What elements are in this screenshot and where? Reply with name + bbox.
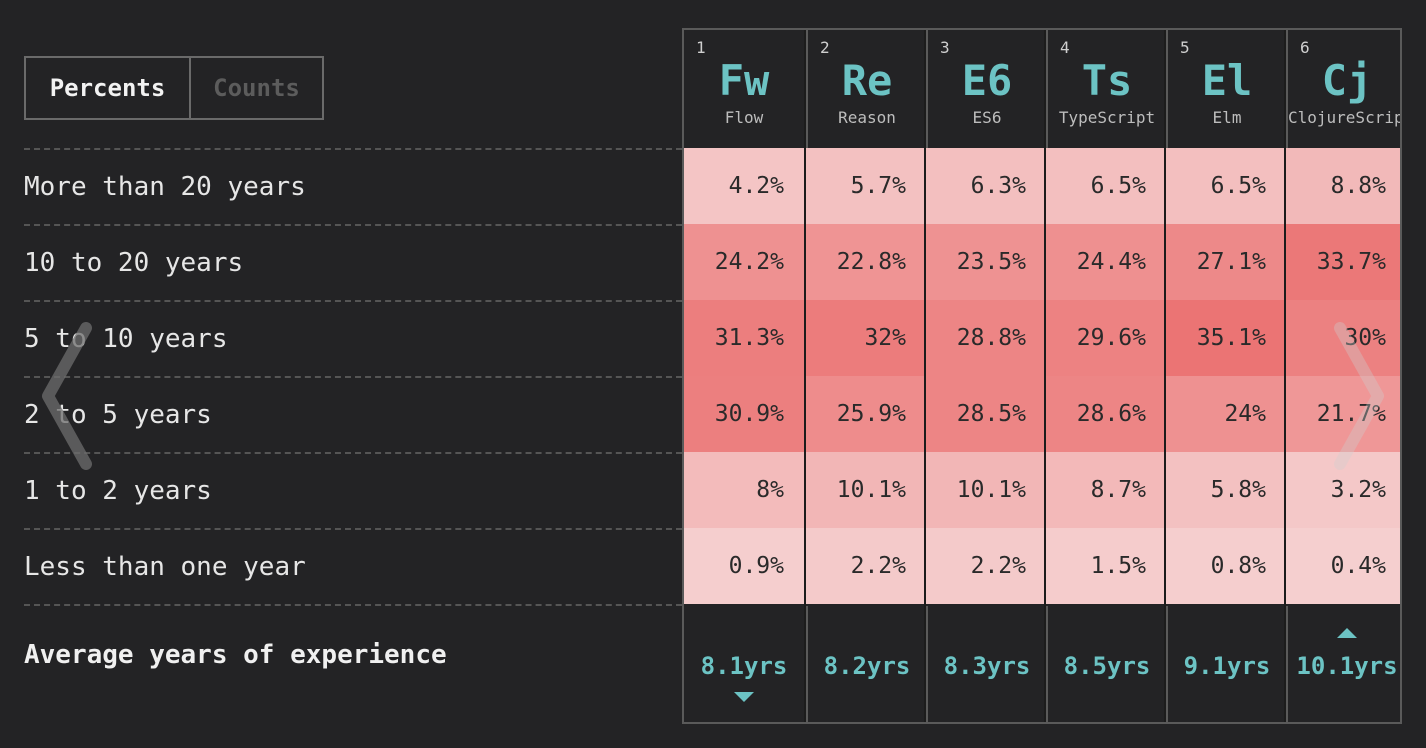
column-abbreviation: Ts xyxy=(1081,56,1133,105)
average-cell: 8.3yrs xyxy=(926,606,1046,722)
column-rank: 4 xyxy=(1060,38,1070,57)
column-clojurescript: 6 Cj ClojureScript 8.8% 33.7% 30% 21.7% 3.2% 0.4… xyxy=(1284,30,1402,722)
average-cell: 8.2yrs xyxy=(806,606,926,722)
heatmap-cell: 30.9% xyxy=(684,376,804,452)
percents-button[interactable]: Percents xyxy=(26,58,191,118)
heatmap-cell: 27.1% xyxy=(1166,224,1286,300)
average-cell: 9.1yrs xyxy=(1166,606,1286,722)
heatmap-cell: 29.6% xyxy=(1046,300,1166,376)
heatmap-cell: 2.2% xyxy=(806,528,926,604)
next-arrow-icon[interactable] xyxy=(1330,322,1390,470)
column-abbreviation: Cj xyxy=(1321,56,1373,105)
column-name: ClojureScript xyxy=(1288,108,1402,127)
heatmap-cell: 23.5% xyxy=(926,224,1046,300)
row-label: 5 to 10 years xyxy=(24,300,682,376)
row-label: 1 to 2 years xyxy=(24,452,682,528)
heatmap-cell: 22.8% xyxy=(806,224,926,300)
sort-up-icon xyxy=(1337,628,1357,638)
heatmap-cell: 28.5% xyxy=(926,376,1046,452)
column-flow: 1 Fw Flow 4.2% 24.2% 31.3% 30.9% 8% 0.9% 8.1yrs xyxy=(684,30,804,722)
column-es6: 3 E6 ES6 6.3% 23.5% 28.8% 28.5% 10.1% 2.2% 8.3yrs xyxy=(924,30,1046,722)
average-value: 10.1yrs xyxy=(1296,652,1398,680)
row-label: More than 20 years xyxy=(24,148,682,224)
column-abbreviation: El xyxy=(1201,56,1253,105)
column-header[interactable]: 5 El Elm xyxy=(1166,30,1286,150)
average-value: 8.1yrs xyxy=(700,652,788,680)
average-value: 9.1yrs xyxy=(1183,652,1271,680)
heatmap-cell: 24.2% xyxy=(684,224,804,300)
row-label: 10 to 20 years xyxy=(24,224,682,300)
heatmap-cell: 21.7% xyxy=(1286,376,1400,452)
row-label: 2 to 5 years xyxy=(24,376,682,452)
heatmap-cell: 3.2% xyxy=(1286,452,1400,528)
heatmap-cell: 4.2% xyxy=(684,148,804,224)
heatmap-cell: 28.8% xyxy=(926,300,1046,376)
average-value: 8.5yrs xyxy=(1063,652,1151,680)
heatmap-cell: 6.5% xyxy=(1166,148,1286,224)
average-cell: 8.1yrs xyxy=(684,606,804,722)
heatmap-cell: 10.1% xyxy=(926,452,1046,528)
heatmap-cell: 0.9% xyxy=(684,528,804,604)
heatmap-cell: 8.7% xyxy=(1046,452,1166,528)
heatmap-cell: 33.7% xyxy=(1286,224,1400,300)
sort-down-icon xyxy=(734,692,754,702)
column-rank: 3 xyxy=(940,38,950,57)
column-header[interactable]: 1 Fw Flow xyxy=(684,30,804,150)
heatmap-cell: 8% xyxy=(684,452,804,528)
average-cell: 10.1yrs xyxy=(1286,606,1400,722)
heatmap-cell: 0.8% xyxy=(1166,528,1286,604)
row-label: Less than one year xyxy=(24,528,682,606)
heatmap-cell: 25.9% xyxy=(806,376,926,452)
heatmap-cell: 5.8% xyxy=(1166,452,1286,528)
experience-heatmap: 1 Fw Flow 4.2% 24.2% 31.3% 30.9% 8% 0.9% 8.1yrs 2 R… xyxy=(682,28,1402,724)
column-name: Reason xyxy=(838,108,896,127)
average-label: Average years of experience xyxy=(24,640,447,670)
column-rank: 2 xyxy=(820,38,830,57)
heatmap-cell: 28.6% xyxy=(1046,376,1166,452)
heatmap-cell: 10.1% xyxy=(806,452,926,528)
column-name: Flow xyxy=(724,108,764,127)
column-rank: 5 xyxy=(1180,38,1190,57)
view-mode-toggle: Percents Counts xyxy=(24,56,324,120)
average-value: 8.2yrs xyxy=(823,652,911,680)
column-abbreviation: Fw xyxy=(718,56,770,105)
heatmap-cell: 24% xyxy=(1166,376,1286,452)
column-name: Elm xyxy=(1212,108,1242,127)
heatmap-cell: 6.5% xyxy=(1046,148,1166,224)
column-name: ES6 xyxy=(972,108,1002,127)
column-header[interactable]: 4 Ts TypeScript xyxy=(1046,30,1166,150)
heatmap-cell: 30% xyxy=(1286,300,1400,376)
column-rank: 6 xyxy=(1300,38,1310,57)
column-header[interactable]: 2 Re Reason xyxy=(806,30,926,150)
column-typescript: 4 Ts TypeScript 6.5% 24.4% 29.6% 28.6% 8.7% 1.5%… xyxy=(1044,30,1166,722)
heatmap-cell: 8.8% xyxy=(1286,148,1400,224)
column-rank: 1 xyxy=(696,38,706,57)
counts-button[interactable]: Counts xyxy=(213,74,300,102)
column-abbreviation: Re xyxy=(841,56,893,105)
column-elm: 5 El Elm 6.5% 27.1% 35.1% 24% 5.8% 0.8% 9.1yrs xyxy=(1164,30,1286,722)
average-cell: 8.5yrs xyxy=(1046,606,1166,722)
column-header[interactable]: 6 Cj ClojureScript xyxy=(1286,30,1402,150)
heatmap-cell: 35.1% xyxy=(1166,300,1286,376)
average-value: 8.3yrs xyxy=(943,652,1031,680)
column-name: TypeScript xyxy=(1058,108,1156,127)
column-abbreviation: E6 xyxy=(961,56,1013,105)
heatmap-cell: 32% xyxy=(806,300,926,376)
previous-arrow-icon[interactable] xyxy=(36,322,96,470)
heatmap-cell: 6.3% xyxy=(926,148,1046,224)
heatmap-cell: 0.4% xyxy=(1286,528,1400,604)
heatmap-cell: 2.2% xyxy=(926,528,1046,604)
column-header[interactable]: 3 E6 ES6 xyxy=(926,30,1046,150)
heatmap-cell: 24.4% xyxy=(1046,224,1166,300)
heatmap-cell: 1.5% xyxy=(1046,528,1166,604)
heatmap-cell: 31.3% xyxy=(684,300,804,376)
heatmap-cell: 5.7% xyxy=(806,148,926,224)
column-reason: 2 Re Reason 5.7% 22.8% 32% 25.9% 10.1% 2.2% 8.2yr… xyxy=(804,30,926,722)
